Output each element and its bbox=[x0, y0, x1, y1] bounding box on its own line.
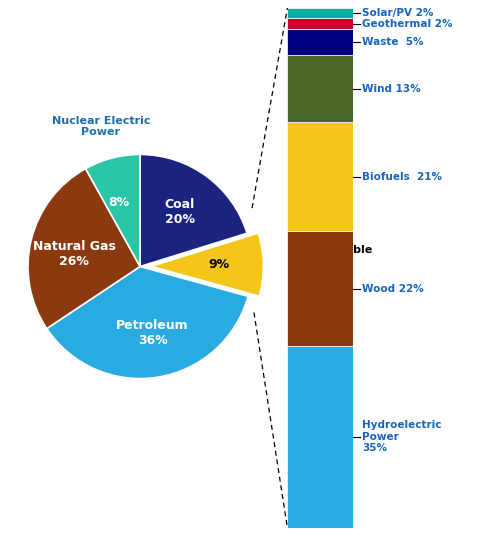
Bar bbox=[287, 346, 353, 528]
Bar bbox=[287, 29, 353, 55]
Text: Biofuels  21%: Biofuels 21% bbox=[362, 172, 442, 182]
Text: 9%: 9% bbox=[208, 257, 229, 271]
Text: Nuclear Electric
Power: Nuclear Electric Power bbox=[52, 116, 150, 137]
Text: Renewable
Energy
9%: Renewable Energy 9% bbox=[304, 245, 372, 279]
Wedge shape bbox=[140, 155, 247, 266]
Text: Coal
20%: Coal 20% bbox=[165, 198, 195, 226]
Text: Natural Gas
26%: Natural Gas 26% bbox=[32, 240, 115, 268]
Text: Waste  5%: Waste 5% bbox=[362, 37, 424, 47]
Bar bbox=[287, 19, 353, 29]
Text: 8%: 8% bbox=[109, 196, 130, 209]
Text: Hydroelectric
Power
35%: Hydroelectric Power 35% bbox=[362, 420, 442, 454]
Bar bbox=[287, 55, 353, 123]
Bar bbox=[287, 231, 353, 346]
Wedge shape bbox=[85, 155, 140, 266]
Bar bbox=[287, 123, 353, 231]
Text: Wind 13%: Wind 13% bbox=[362, 84, 421, 94]
Text: Petroleum
36%: Petroleum 36% bbox=[116, 319, 189, 346]
Wedge shape bbox=[47, 266, 248, 378]
Text: Solar/PV 2%: Solar/PV 2% bbox=[362, 8, 434, 18]
Text: Wood 22%: Wood 22% bbox=[362, 284, 424, 294]
Bar bbox=[287, 8, 353, 19]
Wedge shape bbox=[28, 168, 140, 328]
Wedge shape bbox=[151, 233, 263, 296]
Text: Geothermal 2%: Geothermal 2% bbox=[362, 19, 453, 29]
